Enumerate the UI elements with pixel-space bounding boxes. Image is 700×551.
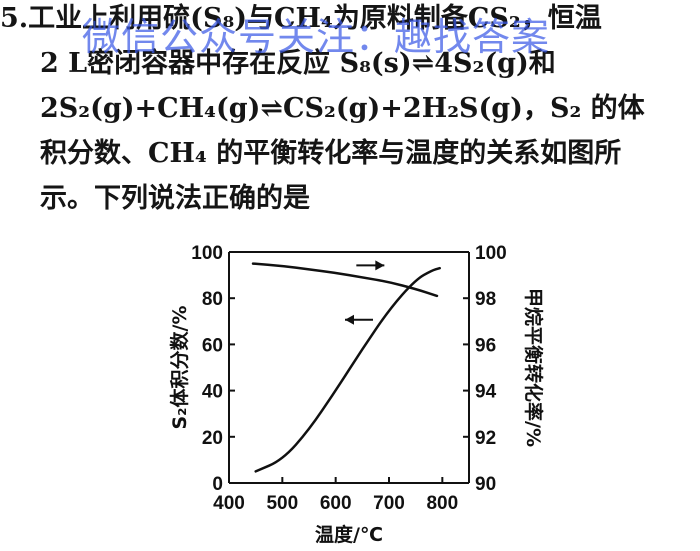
left-y-tick-label: 40 <box>202 382 223 403</box>
series-line-s2-volume-fraction <box>251 262 439 298</box>
right-y-tick-label: 92 <box>475 428 496 449</box>
left-y-tick-label: 60 <box>202 335 223 356</box>
question-line-1: 5.工业上利用硫(S₈)与CH₄为原料制备CS₂，恒温 <box>0 3 602 34</box>
left-y-tick-label: 100 <box>191 243 223 264</box>
direction-arrow-head <box>345 314 354 325</box>
right-y-axis-label: 甲烷平衡转化率/% <box>522 288 545 447</box>
x-tick-label: 500 <box>266 493 298 514</box>
left-y-tick-label: 80 <box>202 289 223 310</box>
right-y-tick-label: 96 <box>475 335 496 356</box>
right-y-tick-label: 100 <box>475 243 507 264</box>
question-line-3: 2S₂(g)+CH₄(g)⇌CS₂(g)+2H₂S(g)，S₂ 的体 <box>40 93 645 124</box>
right-y-tick-label: 98 <box>475 289 496 310</box>
left-y-tick-label: 0 <box>212 474 223 495</box>
question-line-4: 积分数、CH₄ 的平衡转化率与温度的关系如图所 <box>40 138 622 169</box>
question-line-2: 2 L密闭容器中存在反应 S₈(s)⇌4S₂(g)和 <box>40 48 556 79</box>
direction-arrow-head <box>375 260 385 271</box>
x-axis-label: 温度/℃ <box>315 523 383 546</box>
x-tick-label: 700 <box>373 493 405 514</box>
left-y-axis-label: S₂体积分数/% <box>168 306 191 430</box>
chart-ticks: 400 500 600 700 800 0 20 40 60 80 100 90 92 94 96 98 100 <box>191 243 506 514</box>
x-tick-label: 400 <box>213 493 245 514</box>
watermark-text: 微信公众号关注：趣找答案 <box>82 15 551 59</box>
right-y-tick-label: 94 <box>475 382 497 403</box>
chart-lines <box>251 262 441 473</box>
x-tick-label: 600 <box>320 493 352 514</box>
chart-axes <box>228 251 470 484</box>
chart-arrows <box>345 260 385 325</box>
left-y-tick-label: 20 <box>202 428 223 449</box>
series-line-methane-conversion <box>254 266 441 473</box>
right-y-tick-label: 90 <box>475 474 496 495</box>
x-tick-label: 800 <box>426 493 458 514</box>
question-line-5: 示。下列说法正确的是 <box>40 183 310 214</box>
